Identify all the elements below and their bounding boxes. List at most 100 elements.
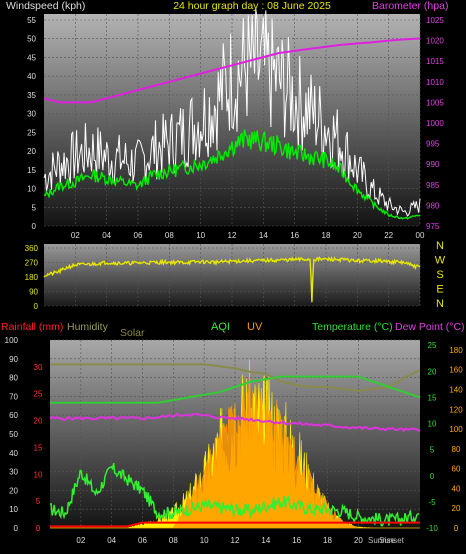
y-tick-label: 35 bbox=[27, 91, 36, 100]
compass-label: N bbox=[436, 240, 444, 252]
x-tick-label: 20 bbox=[354, 536, 363, 545]
x-ticks-wind: 02 04 06 08 10 12 14 16 18 20 22 00 bbox=[71, 231, 425, 240]
x-tick-label: 04 bbox=[102, 231, 111, 240]
y-tick-label: 40 bbox=[27, 72, 36, 81]
y-tick-label: 270 bbox=[25, 259, 39, 268]
y-tick-label: 0 bbox=[34, 302, 39, 311]
compass-label: W bbox=[435, 255, 446, 267]
y-tick-label-solar: 100 bbox=[449, 425, 463, 434]
y-tick-label: 70 bbox=[9, 392, 18, 401]
y-ticks-temperature: -10 -5 0 5 10 15 20 25 bbox=[426, 341, 438, 533]
compass-label: S bbox=[436, 269, 443, 281]
y-tick-label-rain: 20 bbox=[34, 417, 43, 426]
y-tick-label-temp: 15 bbox=[428, 393, 437, 402]
y-tick-label: 0 bbox=[32, 222, 37, 231]
y-tick-label-rain: 25 bbox=[34, 390, 43, 399]
y-tick-label-temp: 10 bbox=[428, 420, 437, 429]
y-tick-label-right: 1005 bbox=[426, 98, 444, 107]
y-tick-label: 20 bbox=[27, 147, 36, 156]
y-tick-label-temp: -10 bbox=[426, 524, 438, 533]
y-tick-label-right: 995 bbox=[426, 140, 440, 149]
multi-sensor-panel: Rainfall (mm) Humidity Solar AQI UV Temp… bbox=[1, 321, 465, 545]
plot-area-direction bbox=[44, 244, 420, 306]
wind-direction-line bbox=[43, 255, 421, 303]
left-axis-label-wind: Windspeed (kph) bbox=[6, 0, 85, 12]
x-tick-label: 04 bbox=[107, 536, 116, 545]
y-tick-label: 10 bbox=[9, 505, 18, 514]
y-tick-label-temp: 0 bbox=[430, 472, 435, 481]
x-tick-label: 22 bbox=[384, 231, 393, 240]
x-tick-label: 20 bbox=[353, 231, 362, 240]
y-tick-label-solar: 0 bbox=[454, 524, 459, 533]
y-tick-label: 5 bbox=[32, 203, 37, 212]
x-tick-label: 06 bbox=[134, 231, 143, 240]
y-tick-label-solar: 60 bbox=[452, 465, 461, 474]
label-solar: Solar bbox=[120, 327, 145, 339]
wind-series-group bbox=[43, 8, 421, 220]
y-tick-label-temp: -5 bbox=[428, 498, 436, 507]
y-ticks-solar: 0 20 40 60 80 100 120 140 160 180 bbox=[449, 346, 463, 533]
y-tick-label-solar: 120 bbox=[449, 405, 463, 414]
y-tick-label-right: 980 bbox=[426, 201, 440, 210]
humidity-line bbox=[50, 363, 421, 392]
sensor-series-group bbox=[49, 359, 421, 529]
y-tick-label-right: 1025 bbox=[426, 16, 444, 25]
x-tick-label: 08 bbox=[169, 536, 178, 545]
y-tick-label-temp: 20 bbox=[428, 367, 437, 376]
y-tick-label-solar: 20 bbox=[452, 504, 461, 513]
x-tick-label: 02 bbox=[71, 231, 80, 240]
aqi-line bbox=[49, 462, 420, 527]
y-tick-label: 30 bbox=[27, 110, 36, 119]
label-temperature: Temperature (°C) bbox=[312, 321, 393, 333]
x-tick-label: 14 bbox=[261, 536, 270, 545]
x-tick-label: 00 bbox=[416, 231, 425, 240]
label-uv: UV bbox=[247, 321, 263, 333]
y-tick-label-right: 1020 bbox=[426, 37, 444, 46]
y-tick-label: 40 bbox=[9, 449, 18, 458]
x-tick-label: 16 bbox=[290, 231, 299, 240]
y-tick-label: 0 bbox=[14, 524, 19, 533]
y-tick-label-rain: 10 bbox=[34, 470, 43, 479]
chart-title: 24 hour graph day : 08 June 2025 bbox=[173, 0, 331, 12]
rainfall-line bbox=[50, 521, 420, 528]
y-tick-label-right: 1000 bbox=[426, 119, 444, 128]
y-tick-label: 180 bbox=[25, 273, 39, 282]
x-tick-label: 12 bbox=[231, 536, 240, 545]
y-tick-label: 50 bbox=[27, 35, 36, 44]
y-tick-label-right: 1015 bbox=[426, 57, 444, 66]
y-tick-label-rain: 5 bbox=[36, 497, 41, 506]
x-tick-label: 10 bbox=[196, 231, 205, 240]
y-tick-label: 80 bbox=[9, 374, 18, 383]
wind-barometer-panel: Windspeed (kph) 24 hour graph day : 08 J… bbox=[6, 0, 448, 240]
y-ticks-rainfall: 0 5 10 15 20 25 30 bbox=[34, 363, 43, 533]
y-tick-label: 55 bbox=[27, 16, 36, 25]
y-tick-label-right: 985 bbox=[426, 181, 440, 190]
y-ticks-wind: 0 5 10 15 20 25 30 35 40 45 50 55 bbox=[27, 16, 36, 231]
y-tick-label-right: 990 bbox=[426, 160, 440, 169]
y-tick-label: 10 bbox=[27, 185, 36, 194]
y-tick-label-rain: 15 bbox=[34, 443, 43, 452]
barometer-line bbox=[43, 37, 421, 104]
label-dewpoint: Dew Point (°C) bbox=[395, 321, 465, 333]
y-tick-label-solar: 180 bbox=[449, 346, 463, 355]
label-rainfall: Rainfall (mm) bbox=[1, 321, 63, 333]
uv-area bbox=[50, 374, 420, 529]
y-tick-label: 25 bbox=[27, 128, 36, 137]
y-ticks-humidity: 0 10 20 30 40 50 60 70 80 90 100 bbox=[5, 336, 19, 533]
y-tick-label-solar: 40 bbox=[452, 484, 461, 493]
y-tick-label: 15 bbox=[27, 166, 36, 175]
compass-label: N bbox=[436, 298, 444, 310]
sunset-label: Sunset bbox=[379, 536, 405, 545]
sunrise-label: Sunrise bbox=[368, 536, 396, 545]
y-ticks-baro: 975 980 985 990 995 1000 1005 1010 1015 1020 1025 bbox=[426, 16, 444, 231]
y-tick-label: 50 bbox=[9, 430, 18, 439]
y-tick-label: 360 bbox=[25, 244, 39, 253]
x-tick-label: 18 bbox=[322, 231, 331, 240]
direction-series-group bbox=[43, 255, 421, 303]
x-tick-label: 14 bbox=[259, 231, 268, 240]
windspeed-line bbox=[43, 129, 421, 220]
dewpoint-line bbox=[49, 412, 421, 433]
y-tick-label: 90 bbox=[9, 355, 18, 364]
